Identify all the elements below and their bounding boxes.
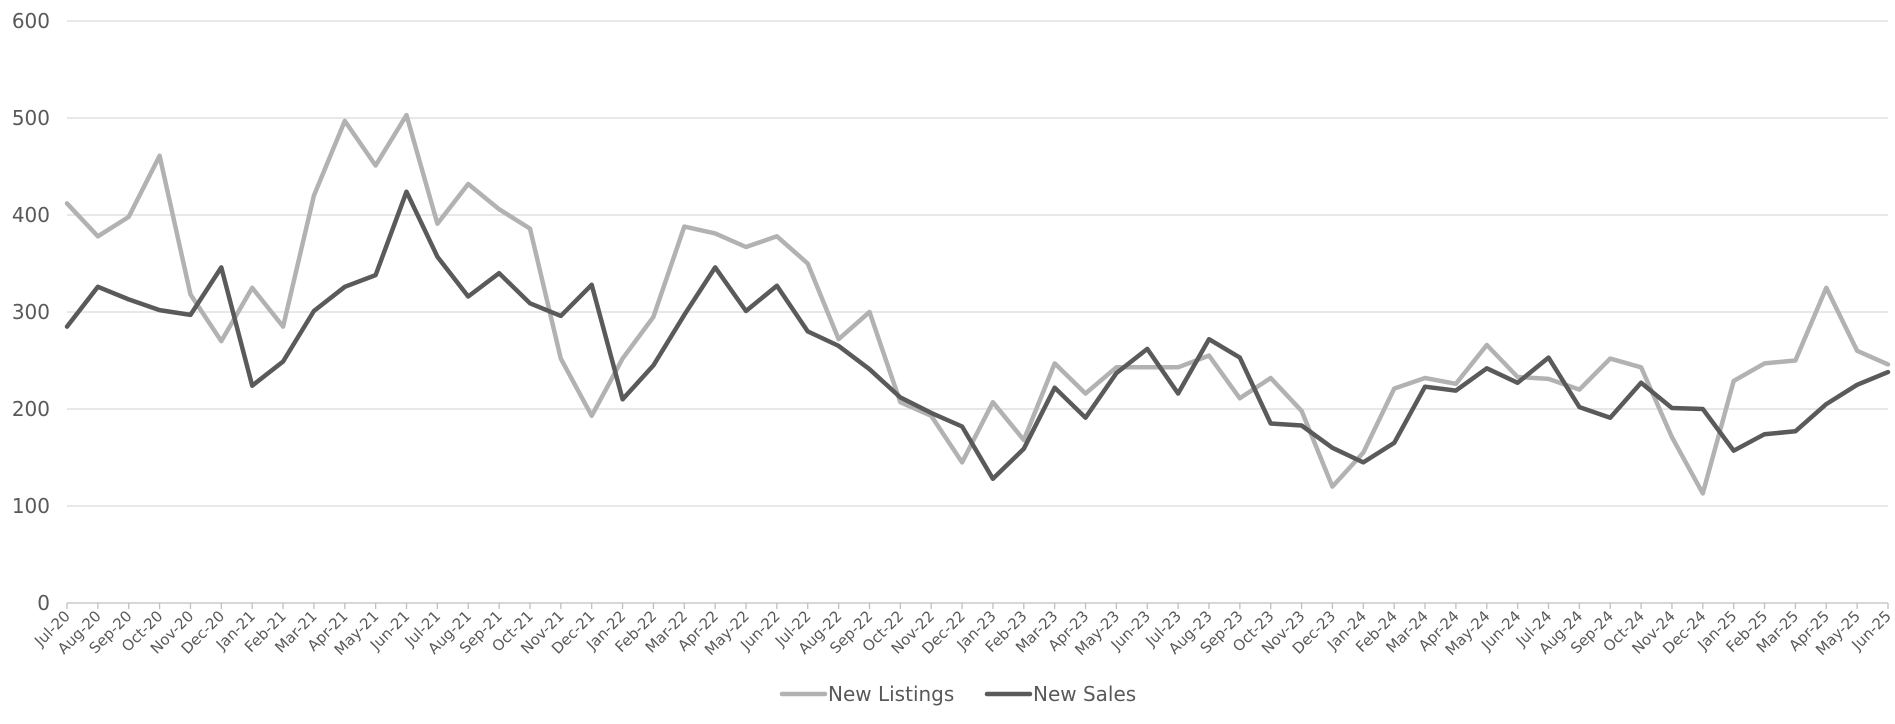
y-tick-label: 300 [12,300,50,324]
y-tick-label: 400 [12,203,50,227]
y-tick-label: 600 [12,9,50,33]
x-axis-ticks: Jul-20Aug-20Sep-20Oct-20Nov-20Dec-20Jan-… [30,603,1895,659]
series-line-new-listings [64,112,1891,496]
legend-label: New Listings [828,682,954,706]
series-layer [64,112,1891,496]
legend-label: New Sales [1033,682,1136,706]
series-line-new-sales [64,189,1891,482]
y-tick-label: 100 [12,494,50,518]
y-axis-ticks: 0 100 200 300 400 500 600 [12,9,50,615]
grid-layer [67,20,1888,604]
y-tick-label: 500 [12,106,50,130]
y-tick-label: 200 [12,397,50,421]
y-tick-label: 0 [37,591,50,615]
legend: New Listings New Sales [779,682,1136,706]
